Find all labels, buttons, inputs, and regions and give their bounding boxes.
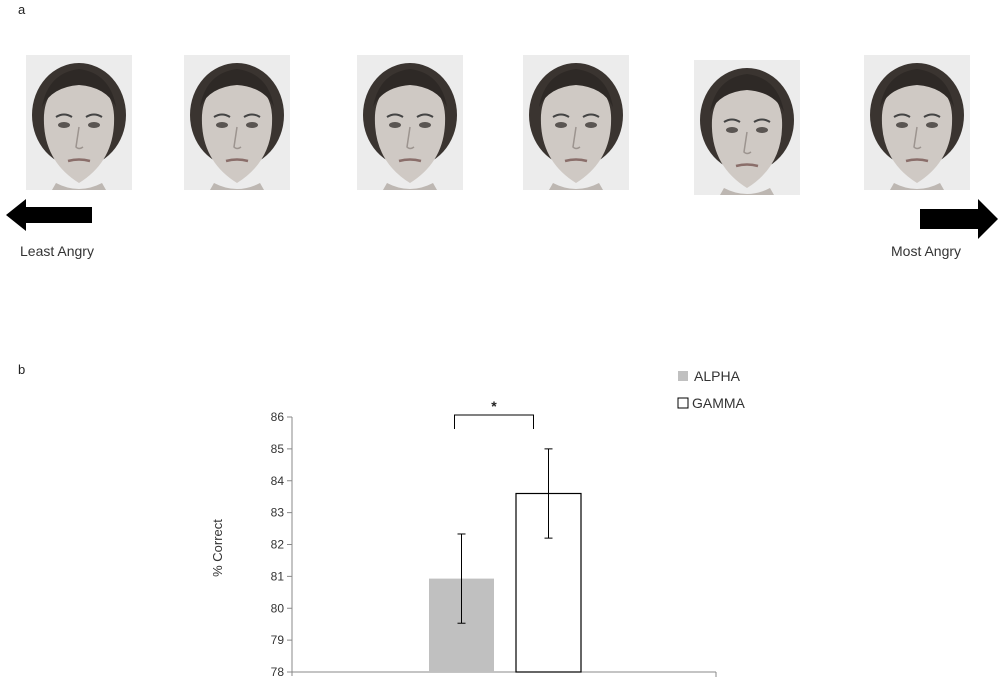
- y-axis-title: % Correct: [210, 519, 225, 577]
- significance-star: *: [491, 398, 497, 414]
- legend-swatch-alpha: [678, 371, 688, 381]
- y-tick-label: 83: [271, 506, 285, 520]
- significance-bracket: [454, 414, 534, 429]
- panel-a-letter: a: [18, 2, 26, 17]
- face-image-2: [184, 55, 290, 190]
- panel-b-letter: b: [18, 362, 26, 377]
- legend-label-alpha: ALPHA: [694, 368, 741, 384]
- legend-swatch-gamma: [677, 397, 689, 409]
- face-image-3: [357, 55, 463, 190]
- y-tick-label: 82: [271, 538, 285, 552]
- y-tick-label: 79: [271, 633, 285, 647]
- y-tick-label: 81: [271, 569, 285, 583]
- face-image-4: [523, 55, 629, 190]
- legend-label-gamma: GAMMA: [692, 395, 746, 411]
- face-image-1: [26, 55, 132, 190]
- arrow-right-icon: [920, 199, 998, 239]
- y-tick-label: 86: [271, 410, 285, 424]
- y-tick-label: 78: [271, 665, 285, 677]
- y-tick-label: 85: [271, 442, 285, 456]
- arrow-left-icon: [6, 199, 92, 231]
- face-image-6: [864, 55, 970, 190]
- y-tick-label: 84: [271, 474, 285, 488]
- most-angry-label: Most Angry: [891, 243, 962, 259]
- face-image-5: [694, 60, 800, 195]
- least-angry-label: Least Angry: [20, 243, 94, 259]
- y-tick-label: 80: [271, 601, 285, 615]
